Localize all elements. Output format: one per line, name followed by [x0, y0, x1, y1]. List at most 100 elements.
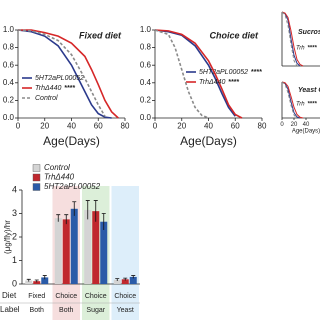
- bar: [62, 219, 70, 284]
- error-bar: [101, 213, 106, 230]
- x-tick-label: 20: [40, 122, 49, 131]
- category-label: Choice: [114, 293, 136, 300]
- y-tick-label: 0.0: [140, 113, 152, 122]
- error-bar: [64, 214, 69, 225]
- bar: [92, 211, 100, 284]
- y-tick-label: 0.4: [3, 78, 15, 87]
- error-bar: [85, 200, 90, 220]
- bar: [84, 209, 92, 284]
- y-tick-label: 0.8: [3, 43, 15, 52]
- error-bar: [34, 279, 39, 283]
- y-tick-label: 0.2: [140, 96, 152, 105]
- x-axis-label: Age(Days): [180, 134, 237, 148]
- survival-curve: [281, 11, 304, 67]
- legend-swatch: [32, 173, 41, 182]
- row-label: Label: [0, 305, 20, 314]
- x-tick-label: 0: [16, 122, 21, 131]
- y-tick-label: 0: [12, 278, 17, 288]
- survival-curve: [281, 81, 304, 119]
- y-tick-label: 0.0: [3, 113, 15, 122]
- x-tick-label: 0: [280, 122, 284, 128]
- chart-title: Yeast Only: [298, 87, 320, 94]
- survival-curve: [154, 29, 243, 119]
- bar: [121, 279, 129, 284]
- survival-curve: [17, 29, 106, 117]
- x-tick-label: 60: [231, 122, 240, 131]
- row-label: Diet: [2, 291, 17, 300]
- y-tick-label: 3: [12, 208, 17, 218]
- y-tick-label: 4: [12, 184, 17, 194]
- error-bar: [42, 275, 47, 280]
- bar: [113, 279, 121, 284]
- x-tick-label: 60: [94, 122, 103, 131]
- significance: ****: [308, 102, 318, 108]
- bar: [100, 221, 108, 284]
- survival-curve: [17, 29, 112, 119]
- y-tick-label: 1.0: [140, 25, 152, 34]
- survival-curve: [154, 29, 236, 117]
- legend-label: TrhΔ440: [44, 173, 75, 182]
- error-bar: [123, 277, 128, 281]
- y-tick-label: 0.8: [140, 43, 152, 52]
- category-sublabel: Sugar: [86, 307, 105, 314]
- x-tick-label: 40: [303, 122, 310, 128]
- category-label: Choice: [85, 293, 107, 300]
- category-sublabel: Both: [30, 307, 45, 314]
- y-tick-label: 0.6: [140, 60, 152, 69]
- legend-label: Control: [44, 163, 70, 172]
- legend-label: 5HT2aPL00052: [199, 69, 248, 76]
- legend-label: Trh: [296, 46, 305, 52]
- y-tick-label: 0.6: [3, 60, 15, 69]
- error-bar: [72, 201, 77, 216]
- category-label: Fixed: [28, 293, 45, 300]
- significance: ****: [251, 69, 262, 76]
- x-tick-label: 80: [258, 122, 267, 131]
- survival-curve: [18, 29, 119, 119]
- x-axis-label: Age(Days): [43, 134, 100, 148]
- bar: [41, 277, 49, 284]
- error-bar: [26, 278, 31, 282]
- legend-swatch: [32, 183, 41, 191]
- category-label: Choice: [55, 293, 77, 300]
- significance: ****: [308, 46, 318, 52]
- survival-curve: [154, 29, 209, 119]
- x-axis-label: Age(Days): [292, 129, 320, 135]
- error-bar: [93, 200, 98, 222]
- legend-label: TrhΔ440: [35, 85, 61, 92]
- chart-title: Choice diet: [209, 30, 259, 40]
- survival-curve: [281, 81, 298, 119]
- bar: [70, 208, 78, 284]
- y-tick-label: 0.2: [3, 96, 15, 105]
- error-bar: [115, 278, 120, 281]
- y-tick-label: 0.4: [140, 78, 152, 87]
- y-tick-label: 1: [12, 255, 17, 265]
- bar: [25, 280, 33, 284]
- y-tick-label: 1.0: [3, 25, 15, 34]
- bar: [54, 218, 62, 284]
- y-axis-label: (μg/fly)/hr: [3, 220, 12, 254]
- category-shade: [111, 186, 139, 320]
- significance: ****: [64, 85, 75, 92]
- legend-label: TrhΔ440: [199, 79, 225, 86]
- x-tick-label: 20: [291, 122, 298, 128]
- error-bar: [131, 275, 136, 279]
- category-sublabel: Yeast: [117, 307, 134, 314]
- bar: [129, 276, 137, 284]
- legend-label: Trh: [296, 102, 305, 108]
- x-tick-label: 0: [153, 122, 158, 131]
- survival-curve: [281, 11, 298, 67]
- bar: [33, 281, 41, 284]
- significance: ****: [228, 79, 239, 86]
- x-tick-label: 20: [177, 122, 186, 131]
- chart-title: Fixed diet: [79, 30, 122, 40]
- x-tick-label: 80: [121, 122, 130, 131]
- legend-label: 5HT2aPL00052: [44, 182, 101, 191]
- error-bar: [56, 214, 61, 222]
- legend-label: 5HT2aPL00052: [35, 75, 84, 82]
- legend-swatch: [32, 164, 41, 172]
- y-tick-label: 2: [12, 231, 17, 241]
- survival-curve: [281, 11, 301, 67]
- x-tick-label: 40: [204, 122, 213, 131]
